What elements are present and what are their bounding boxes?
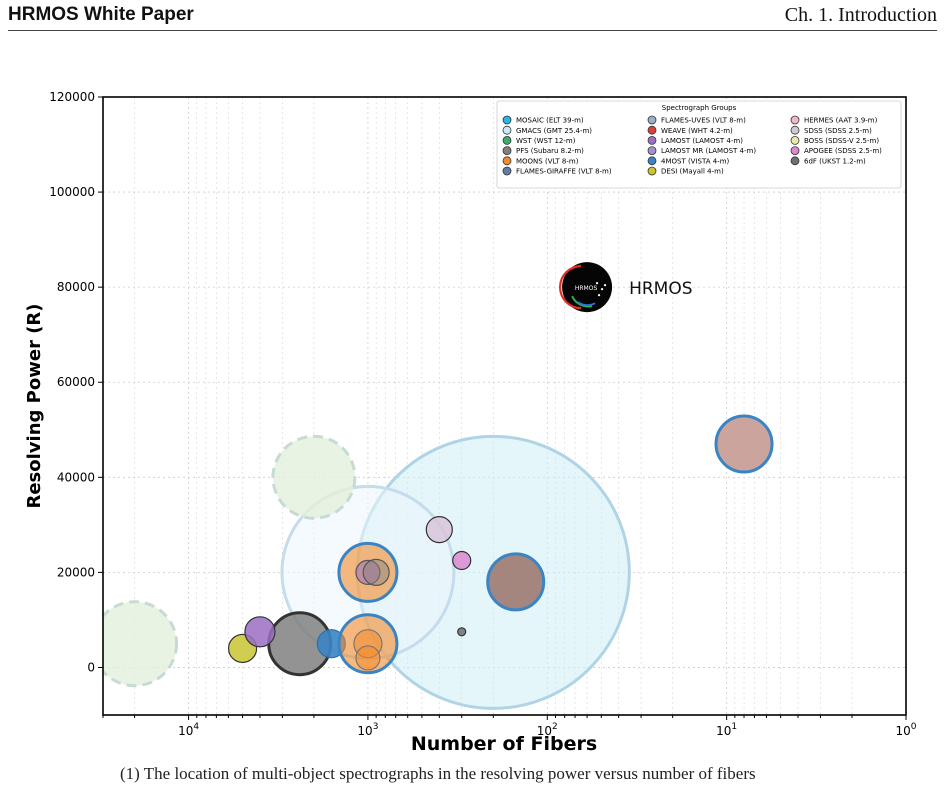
data-point xyxy=(425,515,453,544)
legend-marker xyxy=(502,156,512,166)
legend-marker xyxy=(790,146,800,156)
y-tick-label: 60000 xyxy=(57,375,95,389)
legend-title: Spectrograph Groups xyxy=(662,104,737,112)
hrmos-logo-star xyxy=(597,294,601,297)
hrmos-logo-arc-red xyxy=(558,265,582,310)
page-header: HRMOS White Paper Ch. 1. Introduction xyxy=(8,0,937,31)
data-point xyxy=(362,558,390,586)
data-point xyxy=(355,559,381,585)
hrmos-logo-text: HRMOS xyxy=(575,285,598,292)
data-point xyxy=(244,616,276,648)
legend-marker xyxy=(790,115,800,125)
legend-box xyxy=(496,100,902,189)
x-tick-label: 104 xyxy=(178,722,199,738)
x-tick-label: 101 xyxy=(716,722,737,738)
legend-marker xyxy=(647,135,657,145)
legend-label: 4MOST (VISTA 4-m) xyxy=(661,157,730,165)
legend-marker xyxy=(790,125,800,135)
hrmos-marker: HRMOS HRMOS xyxy=(558,262,693,313)
legend-label: HERMES (AAT 3.9-m) xyxy=(804,117,878,125)
y-tick-label: 80000 xyxy=(57,280,95,294)
legend: Spectrograph Groups MOSAIC (ELT 39-m) GMAC… xyxy=(496,100,902,189)
y-tick-label: 20000 xyxy=(57,565,95,579)
hrmos-logo-star xyxy=(595,282,599,285)
data-point xyxy=(452,550,472,571)
legend-label: APOGEE (SDSS 2.5-m) xyxy=(804,147,882,155)
plot-frame xyxy=(102,96,907,716)
legend-label: MOSAIC (ELT 39-m) xyxy=(516,117,584,125)
legend-marker xyxy=(502,146,512,156)
data-point xyxy=(486,552,546,612)
legend-label: BOSS (SDSS-V 2.5-m) xyxy=(804,137,879,145)
y-tick-label: 40000 xyxy=(57,470,95,484)
hrmos-logo-star xyxy=(603,284,607,287)
legend-label: GMACS (GMT 25.4-m) xyxy=(516,127,592,135)
data-bubbles xyxy=(103,414,774,710)
chapter-title: Ch. 1. Introduction xyxy=(784,4,937,26)
legend-label: WST (WST 12-m) xyxy=(516,137,576,145)
legend-marker xyxy=(647,125,657,135)
legend-marker xyxy=(790,135,800,145)
legend-marker xyxy=(502,115,512,125)
x-axis-ticks: 104 103 102 101 100 xyxy=(102,715,917,738)
legend-label: WEAVE (WHT 4.2-m) xyxy=(661,127,733,135)
data-point xyxy=(355,645,381,671)
document-title: HRMOS White Paper xyxy=(8,4,194,25)
y-tick-label: 100000 xyxy=(49,185,95,199)
legend-label: DESI (Mayall 4-m) xyxy=(661,168,724,176)
hrmos-label: HRMOS xyxy=(629,279,692,299)
legend-marker xyxy=(647,156,657,166)
y-axis-ticks: 0 20000 40000 60000 80000 100000 120000 xyxy=(49,90,103,674)
legend-label: PFS (Subaru 8.2-m) xyxy=(516,147,584,155)
data-point xyxy=(103,600,179,688)
figure-caption: (1) The location of multi-object spectro… xyxy=(120,764,756,783)
legend-label: LAMOST (LAMOST 4-m) xyxy=(661,137,743,145)
legend-label: MOONS (VLT 8-m) xyxy=(516,157,579,165)
x-axis-label: Number of Fibers xyxy=(411,733,597,755)
legend-label: FLAMES-UVES (VLT 8-m) xyxy=(661,117,746,125)
hrmos-logo-star xyxy=(600,288,604,291)
legend-label: 6dF (UKST 1.2-m) xyxy=(804,157,866,165)
legend-label: SDSS (SDSS 2.5-m) xyxy=(804,127,872,135)
data-point xyxy=(457,627,467,637)
x-tick-label: 103 xyxy=(357,722,378,738)
legend-label: FLAMES-GIRAFFE (VLT 8-m) xyxy=(516,168,612,176)
legend-marker xyxy=(502,135,512,145)
y-tick-label: 120000 xyxy=(49,90,95,104)
data-point xyxy=(271,434,357,520)
legend-label: LAMOST MR (LAMOST 4-m) xyxy=(661,147,756,155)
data-point xyxy=(714,414,774,474)
legend-marker xyxy=(647,146,657,156)
legend-marker xyxy=(790,156,800,166)
y-axis-label: Resolving Power (R) xyxy=(24,303,45,508)
y-tick-label: 0 xyxy=(87,660,95,674)
legend-marker xyxy=(502,125,512,135)
legend-marker xyxy=(647,166,657,176)
x-tick-label: 100 xyxy=(895,722,916,738)
resolving-power-chart: HRMOS HRMOS 0 20000 40000 60000 80000 100000 12… xyxy=(24,90,917,755)
hrmos-logo-arc-blue xyxy=(577,301,596,307)
legend-marker xyxy=(502,166,512,176)
legend-marker xyxy=(647,115,657,125)
